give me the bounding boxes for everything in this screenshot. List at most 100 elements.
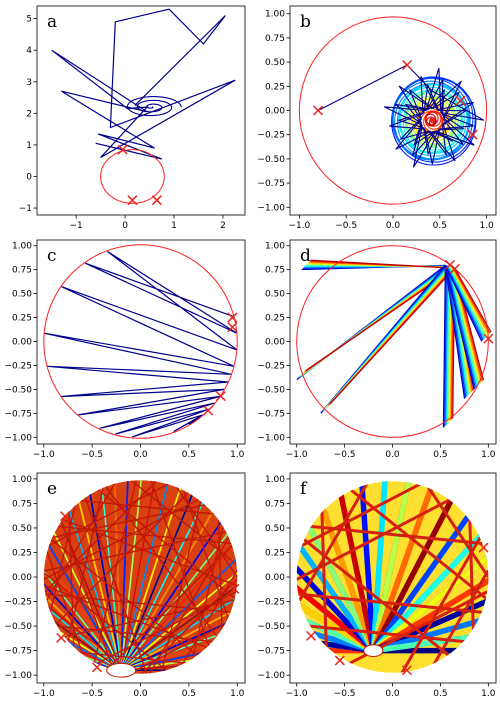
- y-tick-label: −0.25: [257, 131, 285, 141]
- pattern-ray: [120, 480, 168, 671]
- pattern-ray: [296, 481, 376, 653]
- panel-label: e: [47, 479, 57, 499]
- chord-line: [93, 480, 137, 664]
- pattern-ray: [43, 480, 122, 671]
- x-tick-label: −1.0: [286, 689, 308, 699]
- plot-area-b: [298, 16, 488, 205]
- fan-ray: [449, 266, 487, 338]
- x-marker: [227, 312, 238, 323]
- plot-area-a: [51, 8, 236, 206]
- fan-ray: [445, 266, 449, 426]
- y-tick-label: 4: [26, 46, 32, 56]
- pattern-ray: [120, 480, 220, 671]
- y-tick-label: −0.75: [257, 647, 285, 657]
- chord-line: [174, 485, 238, 578]
- y-tick-label: −1.00: [257, 671, 285, 681]
- x-tick-label: 0.0: [133, 450, 148, 460]
- x-tick-label: 0.5: [433, 689, 447, 699]
- fan-ray: [445, 265, 476, 389]
- x-marker: [127, 195, 138, 206]
- chord-line: [67, 486, 105, 643]
- y-tick-label: 1.00: [12, 242, 32, 252]
- plot-area-d: [296, 245, 494, 438]
- y-tick-label: −0.25: [257, 361, 285, 371]
- x-tick-label: −1.0: [33, 689, 55, 699]
- x-tick-label: 0.5: [182, 450, 196, 460]
- pattern-ray: [43, 531, 122, 671]
- y-tick-label: −0.75: [4, 409, 32, 419]
- chord-line: [180, 570, 238, 667]
- chord-line: [60, 520, 115, 672]
- x-tick-label: −0.5: [81, 689, 103, 699]
- x-marker: [117, 144, 128, 155]
- x-tick-label: −0.5: [334, 689, 356, 699]
- vortex-center: [429, 117, 436, 124]
- x-tick-label: 1.0: [481, 689, 496, 699]
- y-tick-label: 0.25: [12, 548, 32, 558]
- panel-label: a: [47, 12, 57, 32]
- x-tick-label: −1: [70, 221, 83, 231]
- pattern-ray: [43, 480, 122, 671]
- x-tick-label: −1.0: [286, 450, 308, 460]
- x-tick-label: 1.0: [479, 221, 494, 231]
- x-tick-label: 0.5: [182, 689, 196, 699]
- pattern-ray: [370, 481, 464, 652]
- chord-line: [129, 480, 237, 565]
- pattern-ray: [370, 481, 429, 652]
- x-marker: [227, 322, 238, 333]
- chord-line: [399, 536, 482, 673]
- fan-ray: [444, 265, 483, 342]
- x-marker: [60, 511, 71, 522]
- trajectory-line: [317, 64, 485, 168]
- chord-line: [348, 487, 488, 600]
- pattern-ray: [372, 577, 489, 654]
- hole: [363, 644, 384, 658]
- pattern-ray: [370, 481, 394, 651]
- x-tick-label: −0.5: [335, 221, 357, 231]
- fan-ray: [445, 265, 467, 398]
- x-tick-label: −1.0: [33, 450, 55, 460]
- y-tick-label: 0.00: [265, 338, 285, 348]
- chord-line: [140, 578, 238, 674]
- y-tick-label: 0.75: [12, 266, 32, 276]
- x-marker: [229, 583, 240, 594]
- x-tick-label: 1: [171, 221, 177, 231]
- y-tick-label: −0.25: [4, 598, 32, 608]
- y-tick-label: −0.50: [257, 385, 285, 395]
- chord-line: [298, 481, 370, 602]
- chord-line: [468, 518, 475, 630]
- pattern-ray: [296, 577, 375, 654]
- y-tick-label: 0.00: [12, 338, 32, 348]
- x-tick-label: 1.0: [230, 450, 245, 460]
- y-tick-label: −1.00: [4, 671, 32, 681]
- pattern-ray: [120, 516, 238, 671]
- x-tick-label: 0.0: [133, 689, 148, 699]
- pattern-ray: [120, 480, 150, 671]
- pattern-ray: [43, 480, 122, 671]
- chord-line: [50, 538, 199, 657]
- fan-ray: [446, 266, 450, 425]
- y-tick-label: 1.00: [265, 10, 285, 20]
- chord-line: [43, 584, 208, 649]
- pattern-ray: [43, 516, 122, 671]
- x-marker: [91, 662, 103, 673]
- y-tick-label: −1.00: [257, 433, 285, 443]
- x-marker: [401, 665, 412, 676]
- fan-ray: [451, 267, 490, 335]
- y-tick-label: 0: [26, 172, 32, 182]
- chord-line: [182, 488, 229, 619]
- y-tick-label: 0.75: [12, 499, 32, 509]
- pattern-ray: [296, 544, 375, 654]
- pattern-ray: [372, 612, 489, 654]
- fan-ray: [444, 265, 466, 399]
- y-tick-label: 0.25: [265, 548, 285, 558]
- fan-ray: [454, 267, 492, 333]
- x-marker: [215, 391, 226, 402]
- pattern-ray: [372, 544, 489, 654]
- x-marker: [449, 263, 460, 274]
- chord-line: [191, 525, 224, 660]
- boundary-circle: [298, 16, 488, 205]
- fan-ray: [443, 265, 448, 427]
- x-marker: [151, 195, 162, 206]
- pattern-ray: [120, 480, 203, 671]
